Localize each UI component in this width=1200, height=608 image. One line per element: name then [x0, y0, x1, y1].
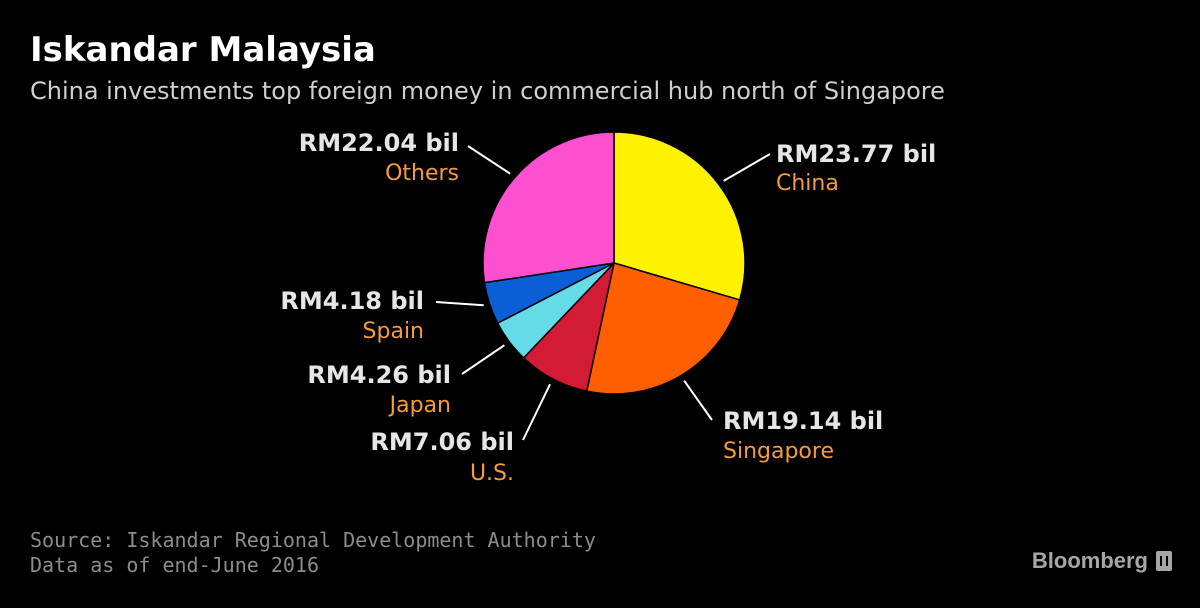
category-label-china: China	[776, 171, 839, 196]
slice-labels: RM23.77 bil China RM19.14 bil Singapore RM7.…	[280, 129, 936, 486]
leader-line-others	[467, 145, 511, 175]
brand-name: Bloomberg	[1031, 548, 1148, 573]
chart-title: Iskandar Malaysia	[30, 30, 376, 70]
footer: Source: Iskandar Regional Development Au…	[30, 528, 596, 578]
category-label-japan: Japan	[388, 393, 451, 418]
bloomberg-logo: Bloomberg	[1032, 548, 1172, 574]
leader-line-japan	[461, 344, 505, 375]
leader-line-singapore	[683, 380, 713, 421]
value-label-spain: RM4.18 bil	[280, 287, 424, 315]
category-label-spain: Spain	[363, 319, 424, 344]
pie-slice-china	[613, 131, 746, 301]
chart-subtitle: China investments top foreign money in c…	[30, 77, 945, 105]
leader-lines	[435, 145, 771, 441]
leader-line-u-s	[522, 383, 551, 441]
value-label-u-s: RM7.06 bil	[370, 428, 514, 456]
value-label-singapore: RM19.14 bil	[723, 407, 883, 435]
value-label-japan: RM4.26 bil	[307, 361, 451, 389]
date-note: Data as of end-June 2016	[30, 553, 319, 577]
pie-slice-others	[482, 131, 615, 284]
leader-line-china	[723, 153, 771, 182]
pie-slices	[482, 131, 746, 395]
leader-line-spain	[435, 301, 484, 307]
pie-slice-singapore	[585, 262, 741, 395]
value-label-china: RM23.77 bil	[776, 140, 936, 168]
source-note: Source: Iskandar Regional Development Au…	[30, 528, 596, 552]
category-label-singapore: Singapore	[723, 439, 834, 464]
value-label-others: RM22.04 bil	[299, 129, 459, 157]
category-label-u-s: U.S.	[470, 461, 514, 486]
bloomberg-terminal-icon	[1156, 551, 1172, 571]
category-label-others: Others	[385, 161, 459, 186]
